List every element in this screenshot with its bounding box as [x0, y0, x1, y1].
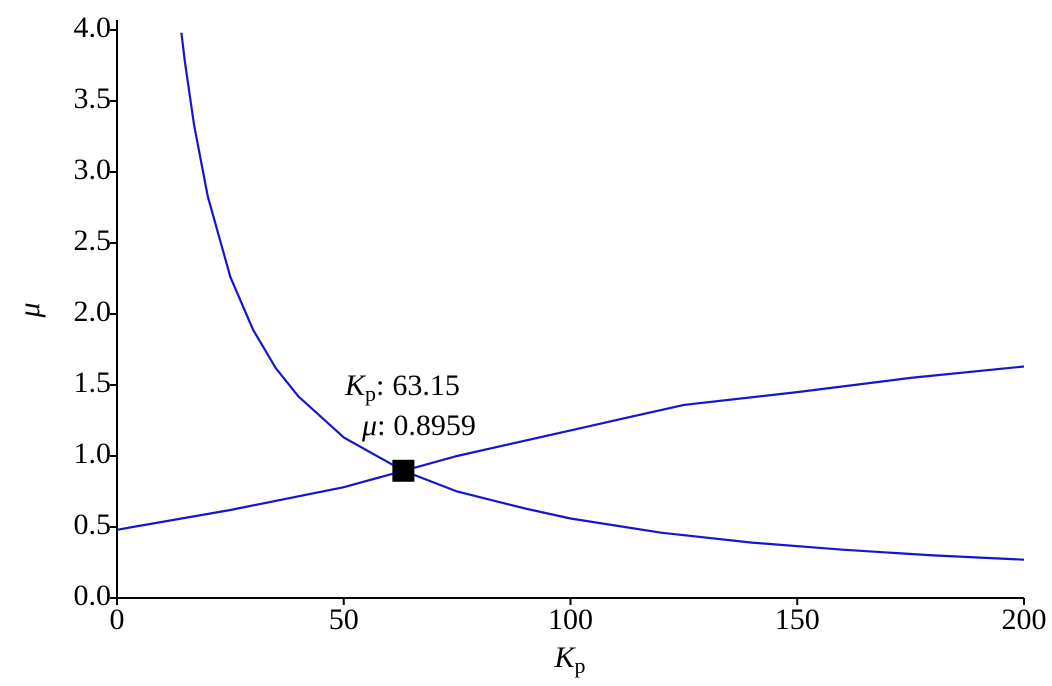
y-tick-label: 2.5	[74, 224, 112, 257]
x-tick-label: 0	[110, 603, 125, 636]
x-tick-label: 100	[548, 603, 593, 636]
x-axis-label: Kp	[553, 641, 585, 678]
y-tick-label: 1.0	[74, 437, 112, 470]
y-tick-label: 1.5	[74, 366, 112, 399]
annotation-y-text: μ: 0.8959	[361, 409, 476, 442]
y-tick-label: 4.0	[74, 11, 112, 44]
x-tick-label: 50	[329, 603, 359, 636]
y-tick-label: 2.0	[74, 295, 112, 328]
y-tick-label: 0.0	[74, 579, 112, 612]
line	[180, 32, 1025, 561]
x-tick-label: 150	[775, 603, 820, 636]
x-tick-label: 200	[1002, 603, 1047, 636]
y-tick-label: 0.5	[74, 508, 112, 541]
annotation-x-text: Kp: 63.15	[344, 369, 460, 406]
y-tick-label: 3.5	[74, 82, 112, 115]
y-axis-label: μ	[13, 302, 46, 318]
line	[116, 365, 1025, 531]
annotation-marker	[392, 459, 415, 482]
y-tick-label: 3.0	[74, 153, 112, 186]
